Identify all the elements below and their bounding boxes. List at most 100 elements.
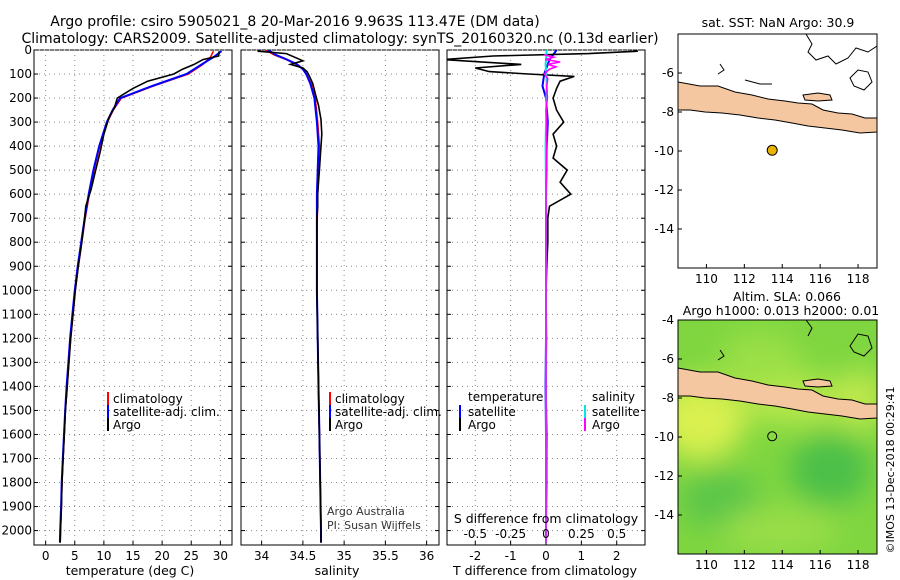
legend-swatch-s-argo bbox=[584, 418, 586, 431]
x-tick-label: 34.5 bbox=[290, 549, 317, 563]
series-line-t-satellite bbox=[541, 50, 558, 543]
map-x-tick-label: 114 bbox=[771, 558, 794, 572]
salinity-x-label: salinity bbox=[315, 563, 360, 578]
legend-swatch-satellite bbox=[329, 405, 331, 418]
map-y-tick-label: -8 bbox=[662, 391, 674, 405]
s-tick-label: -0.25 bbox=[495, 527, 526, 541]
x-tick-label: 34 bbox=[254, 549, 269, 563]
map-y-tick-label: -12 bbox=[654, 469, 674, 483]
map-x-tick-label: 116 bbox=[809, 558, 832, 572]
difference-x-label: T difference from climatology bbox=[452, 563, 638, 578]
legend-label-satellite: satellite-adj. clim. bbox=[335, 405, 442, 419]
series-line-climatology bbox=[265, 50, 322, 543]
salinity-x-axis: 34 34.5 35 35.5 36 bbox=[254, 549, 434, 563]
depth-tick-label: 700 bbox=[9, 211, 32, 225]
s-tick-label: -0.5 bbox=[464, 527, 487, 541]
x-tick-label: 1 bbox=[578, 549, 586, 563]
watermark: ©IMOS 13-Dec-2018 00:29:41 bbox=[884, 387, 897, 554]
x-tick-label: 0 bbox=[42, 549, 50, 563]
x-tick-label: -1 bbox=[505, 549, 517, 563]
depth-tick-label: 1300 bbox=[1, 355, 32, 369]
legend-swatch-s-satellite bbox=[584, 405, 586, 418]
map-x-tick-label: 112 bbox=[733, 558, 756, 572]
island-outline bbox=[849, 69, 873, 91]
coast-fragment bbox=[717, 63, 772, 85]
depth-tick-label: 1000 bbox=[1, 283, 32, 297]
s-tick-label: 0.5 bbox=[607, 527, 626, 541]
map-y-tick-label: -6 bbox=[662, 66, 674, 80]
title-line1: Argo profile: csiro 5905021_8 20-Mar-201… bbox=[50, 14, 539, 30]
map-x-tick-label: 116 bbox=[809, 272, 832, 286]
depth-tick-label: 1700 bbox=[1, 451, 32, 465]
map-y-tick-label: -8 bbox=[662, 105, 674, 119]
map-y-tick-label: -14 bbox=[654, 222, 674, 236]
x-tick-label: 2 bbox=[613, 549, 621, 563]
depth-tick-label: 500 bbox=[9, 163, 32, 177]
difference-series bbox=[447, 50, 638, 543]
x-tick-label: -2 bbox=[469, 549, 481, 563]
series-line-satellite-adj-clim- bbox=[58, 50, 223, 543]
x-tick-label: 25 bbox=[184, 549, 199, 563]
depth-tick-label: 1100 bbox=[1, 307, 32, 321]
x-tick-label: 15 bbox=[125, 549, 140, 563]
madura-island bbox=[802, 92, 833, 102]
map-y-tick-label: -14 bbox=[654, 508, 674, 522]
legend-swatch-argo bbox=[107, 418, 109, 431]
x-tick-label: 36 bbox=[419, 549, 434, 563]
map-y-tick-label: -10 bbox=[654, 144, 674, 158]
sla-map-title2: Argo h1000: 0.013 h2000: 0.01 bbox=[683, 303, 879, 318]
s-tick-label: 0 bbox=[542, 527, 550, 541]
sla-map-title1: Altim. SLA: 0.066 bbox=[733, 289, 841, 304]
temperature-x-axis: 0 5 10 15 20 25 30 bbox=[42, 549, 228, 563]
map-x-tick-label: 118 bbox=[847, 558, 870, 572]
difference-grid bbox=[447, 49, 645, 545]
sst-map-title: sat. SST: NaN Argo: 30.9 bbox=[702, 15, 855, 30]
s-difference-label: S difference from climatology bbox=[454, 511, 639, 526]
madura-island-sla bbox=[802, 378, 833, 388]
depth-tick-label: 600 bbox=[9, 187, 32, 201]
legend-label-t-argo: Argo bbox=[468, 418, 496, 432]
x-tick-label: 5 bbox=[71, 549, 79, 563]
salinity-series bbox=[257, 50, 323, 543]
java-island-sla bbox=[678, 367, 877, 420]
island-outline-sla bbox=[849, 333, 873, 357]
difference-legend-temperature: temperature satellite Argo bbox=[459, 390, 543, 432]
temperature-legend: climatology satellite-adj. clim. Argo bbox=[107, 392, 220, 432]
coast-fragment-sla bbox=[717, 320, 813, 361]
title-line2: Climatology: CARS2009. Satellite-adjuste… bbox=[21, 31, 658, 47]
map-y-tick-label: -12 bbox=[654, 183, 674, 197]
series-line-argo bbox=[59, 51, 220, 543]
credit-line1: Argo Australia bbox=[327, 505, 405, 518]
x-tick-label: 10 bbox=[96, 549, 111, 563]
x-tick-label: 35.5 bbox=[372, 549, 399, 563]
legend-label-climatology: climatology bbox=[335, 392, 405, 406]
depth-tick-label: 800 bbox=[9, 235, 32, 249]
credit-line2: PI: Susan Wijffels bbox=[327, 519, 421, 532]
map-x-tick-label: 112 bbox=[733, 272, 756, 286]
depth-tick-label: 1600 bbox=[1, 427, 32, 441]
legend-swatch-climatology bbox=[329, 392, 331, 405]
legend-label-argo: Argo bbox=[113, 418, 141, 432]
depth-tick-label: 1200 bbox=[1, 331, 32, 345]
java-island bbox=[678, 81, 877, 134]
x-tick-label: 30 bbox=[213, 549, 228, 563]
legend-swatch-argo bbox=[329, 418, 331, 431]
salinity-panel bbox=[240, 49, 440, 546]
depth-tick-label: 1400 bbox=[1, 379, 32, 393]
series-line-t-argo bbox=[447, 50, 638, 543]
salinity-grid bbox=[241, 49, 439, 545]
depth-axis: 0 100 200 300 400 500 600 700 800 900 1000 1100 1200… bbox=[1, 43, 32, 538]
depth-tick-label: 100 bbox=[9, 67, 32, 81]
map-x-tick-label: 110 bbox=[695, 558, 718, 572]
legend-label-argo: Argo bbox=[335, 418, 363, 432]
borneo-coast bbox=[805, 34, 877, 65]
depth-tick-label: 1500 bbox=[1, 403, 32, 417]
legend-label-satellite: satellite-adj. clim. bbox=[113, 405, 220, 419]
depth-tick-label: 900 bbox=[9, 259, 32, 273]
temperature-x-label: temperature (deg C) bbox=[66, 563, 195, 578]
depth-tick-label: 400 bbox=[9, 139, 32, 153]
series-line-s-argo bbox=[543, 54, 561, 543]
depth-tick-label: 2000 bbox=[1, 524, 32, 538]
map-x-tick-label: 114 bbox=[771, 272, 794, 286]
